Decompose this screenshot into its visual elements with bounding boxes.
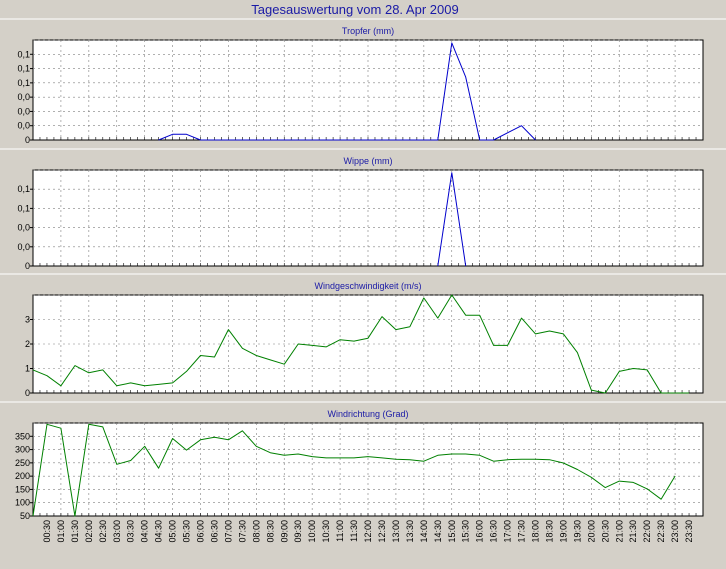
x-tick-label: 07:00 bbox=[223, 520, 233, 543]
y-tick-label: 150 bbox=[15, 484, 30, 494]
x-tick-label: 21:30 bbox=[628, 520, 638, 543]
x-tick-label: 09:00 bbox=[279, 520, 289, 543]
chart-panel-3: Windgeschwindigkeit (m/s) 0 1 2 3 bbox=[0, 273, 726, 398]
x-tick-label: 06:30 bbox=[210, 520, 220, 543]
y-tick-label: 0,0 bbox=[17, 223, 30, 233]
x-tick-label: 08:00 bbox=[251, 520, 261, 543]
panel-title: Windgeschwindigkeit (m/s) bbox=[314, 281, 421, 291]
x-tick-label: 16:30 bbox=[489, 520, 499, 543]
x-tick-label: 12:30 bbox=[377, 520, 387, 543]
x-tick-label: 13:00 bbox=[391, 520, 401, 543]
y-tick-label: 250 bbox=[15, 458, 30, 468]
panel-title: Wippe (mm) bbox=[344, 156, 393, 166]
x-tick-label: 19:00 bbox=[558, 520, 568, 543]
x-tick-label: 01:00 bbox=[56, 520, 66, 543]
y-tick-label: 350 bbox=[15, 431, 30, 441]
x-tick-label: 18:30 bbox=[545, 520, 555, 543]
x-tick-label: 05:30 bbox=[182, 520, 192, 543]
y-tick-label: 100 bbox=[15, 498, 30, 508]
series-line bbox=[32, 294, 689, 394]
y-tick-label: 0 bbox=[25, 135, 30, 145]
x-tick-label: 17:30 bbox=[517, 520, 527, 543]
x-tick-label: 10:30 bbox=[321, 520, 331, 543]
x-tick-label: 13:30 bbox=[405, 520, 415, 543]
y-tick-label: 300 bbox=[15, 445, 30, 455]
series-line bbox=[158, 42, 536, 141]
x-axis-ticks: 00:30 01:00 01:30 02:00 02:30 03:00 03:30 04:00… bbox=[42, 520, 694, 543]
x-tick-label: 03:00 bbox=[112, 520, 122, 543]
x-tick-label: 15:30 bbox=[461, 520, 471, 543]
y-tick-label: 0,0 bbox=[17, 106, 30, 116]
y-tick-label: 0,1 bbox=[17, 184, 30, 194]
x-tick-label: 14:30 bbox=[433, 520, 443, 543]
x-tick-label: 20:30 bbox=[600, 520, 610, 543]
x-tick-label: 01:30 bbox=[70, 520, 80, 543]
x-tick-label: 09:30 bbox=[293, 520, 303, 543]
x-tick-label: 00:30 bbox=[42, 520, 52, 543]
x-tick-label: 07:30 bbox=[237, 520, 247, 543]
y-tick-label: 0,0 bbox=[17, 121, 30, 131]
x-tick-label: 04:00 bbox=[140, 520, 150, 543]
x-tick-label: 18:00 bbox=[531, 520, 541, 543]
y-tick-label: 0 bbox=[25, 261, 30, 271]
x-tick-label: 17:00 bbox=[503, 520, 513, 543]
x-tick-label: 12:00 bbox=[363, 520, 373, 543]
x-tick-label: 15:00 bbox=[447, 520, 457, 543]
x-tick-label: 16:00 bbox=[475, 520, 485, 543]
y-tick-label: 0,1 bbox=[17, 64, 30, 74]
x-tick-label: 11:00 bbox=[335, 520, 345, 542]
x-tick-label: 10:00 bbox=[307, 520, 317, 543]
series-line bbox=[437, 172, 467, 267]
panel-title: Windrichtung (Grad) bbox=[327, 409, 408, 419]
x-tick-label: 08:30 bbox=[265, 520, 275, 543]
x-tick-label: 23:30 bbox=[684, 520, 694, 543]
y-tick-label: 0 bbox=[25, 388, 30, 398]
y-tick-label: 0,1 bbox=[17, 78, 30, 88]
x-tick-label: 22:30 bbox=[656, 520, 666, 543]
x-tick-label: 19:30 bbox=[572, 520, 582, 543]
y-tick-label: 200 bbox=[15, 471, 30, 481]
panel-title: Tropfer (mm) bbox=[342, 26, 394, 36]
x-tick-label: 14:00 bbox=[419, 520, 429, 543]
y-tick-label: 3 bbox=[25, 315, 30, 325]
x-tick-label: 21:00 bbox=[614, 520, 624, 543]
x-tick-label: 06:00 bbox=[196, 520, 206, 543]
y-tick-label: 2 bbox=[25, 339, 30, 349]
y-tick-label: 50 bbox=[20, 511, 30, 521]
chart-panel-2: Wippe (mm) 0 0,0 0,0 0,1 0,1 bbox=[0, 148, 726, 271]
y-tick-label: 0,1 bbox=[17, 203, 30, 213]
y-tick-label: 0,0 bbox=[17, 92, 30, 102]
chart-panel-4: Windrichtung (Grad) 50 100 150 200 250 300 350 bbox=[0, 401, 726, 521]
main-title: Tagesauswertung vom 28. Apr 2009 bbox=[251, 2, 458, 17]
y-tick-label: 0,1 bbox=[17, 49, 30, 59]
x-tick-label: 11:30 bbox=[349, 520, 359, 542]
x-tick-label: 02:00 bbox=[84, 520, 94, 543]
x-tick-label: 05:00 bbox=[168, 520, 178, 543]
x-tick-label: 23:00 bbox=[670, 520, 680, 543]
x-tick-label: 22:00 bbox=[642, 520, 652, 543]
x-tick-label: 03:30 bbox=[126, 520, 136, 543]
chart-panel-1: Tropfer (mm) 0 0,0 0,0 0,0 0,1 0,1 0,1 bbox=[0, 18, 726, 145]
y-tick-label: 1 bbox=[25, 364, 30, 374]
x-tick-label: 20:00 bbox=[586, 520, 596, 543]
y-tick-label: 0,0 bbox=[17, 242, 30, 252]
x-tick-label: 04:30 bbox=[154, 520, 164, 543]
series-line bbox=[32, 423, 676, 517]
x-tick-label: 02:30 bbox=[98, 520, 108, 543]
